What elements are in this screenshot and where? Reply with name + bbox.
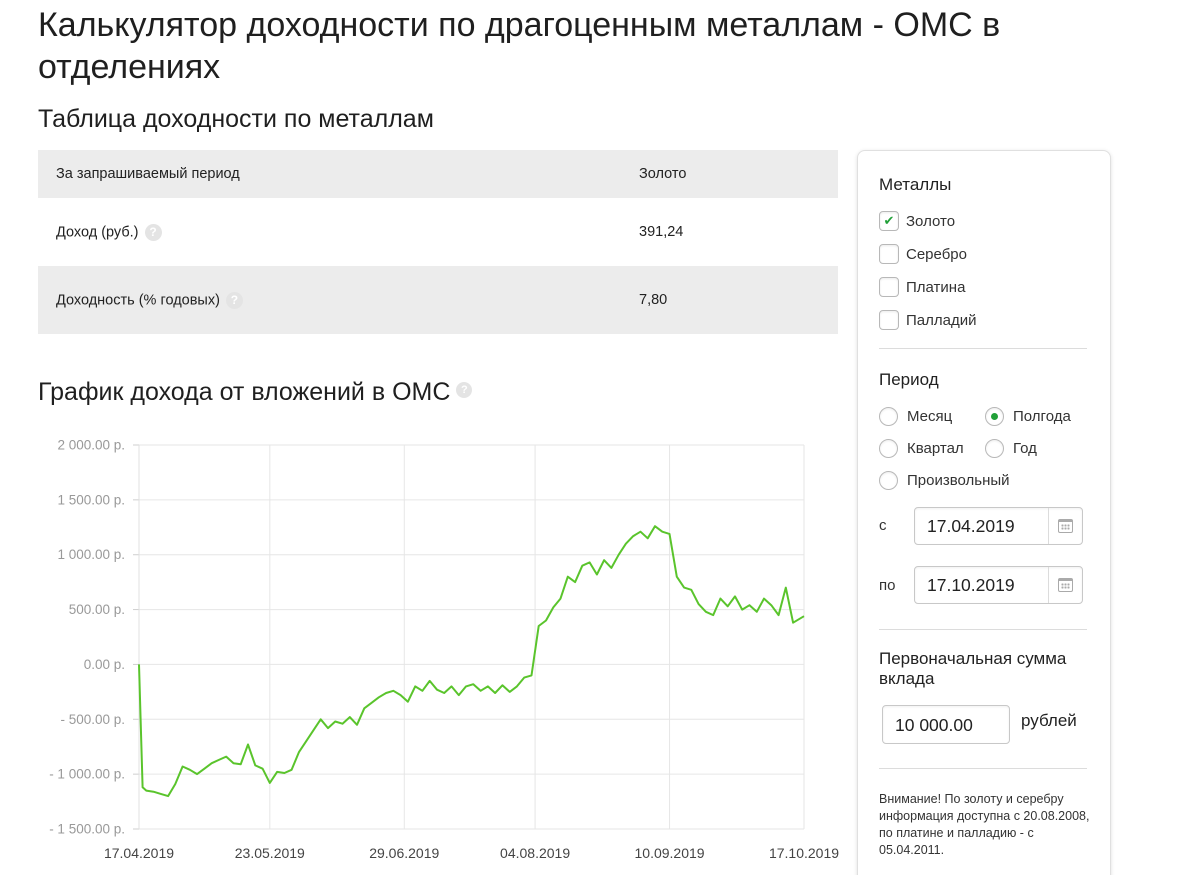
page-title: Калькулятор доходности по драгоценным ме… [38, 6, 1001, 86]
metals-title: Металлы [879, 175, 952, 194]
checkbox-platinum[interactable] [879, 277, 899, 297]
chart-title: График дохода от вложений в ОМС? [38, 378, 473, 407]
table-row: Доход (руб.)? 391,24 [38, 198, 838, 266]
date-to-label: по [879, 577, 896, 594]
radio-custom[interactable] [879, 470, 898, 490]
x-tick-label: 17.10.2019 [769, 845, 839, 861]
table-row: Доходность (% годовых)? 7,80 [38, 266, 838, 334]
yield-table-header-row: За запрашиваемый период Золото [38, 150, 838, 198]
divider [879, 348, 1087, 349]
table-row-label: Доходность (% годовых)? [38, 266, 621, 334]
help-icon[interactable]: ? [225, 291, 243, 309]
series-line [138, 525, 805, 798]
date-to-value: 17.10.2019 [927, 575, 1015, 595]
yield-table-header-period: За запрашиваемый период [38, 150, 621, 198]
x-tick-label: 23.05.2019 [235, 845, 305, 861]
metal-label: Серебро [906, 245, 967, 263]
amount-unit: рублей [1021, 711, 1077, 730]
yield-table: За запрашиваемый период Золото Доход (ру… [38, 150, 838, 334]
checkbox-gold[interactable]: ✔ [879, 211, 899, 231]
metal-label: Золото [906, 212, 956, 230]
amount-title: Первоначальная сумма вклада [879, 649, 1067, 688]
period-label: Месяц [907, 407, 953, 425]
period-option-month[interactable]: Месяц [879, 406, 952, 426]
y-tick-label: 1 500.00 р. [57, 492, 125, 507]
help-icon[interactable]: ? [144, 223, 162, 241]
period-option-half-year[interactable]: Полгода [985, 406, 1071, 426]
period-label: Полгода [1013, 407, 1071, 425]
divider [879, 768, 1087, 769]
date-from-field[interactable]: 17.04.2019 [914, 507, 1083, 545]
yield-table-title: Таблица доходности по металлам [38, 105, 434, 133]
y-tick-label: 2 000.00 р. [57, 438, 125, 453]
amount-value: 10 000.00 [895, 715, 973, 735]
period-label: Год [1013, 439, 1037, 457]
checkmark-icon: ✔ [883, 213, 895, 228]
table-row-label: Доход (руб.)? [38, 198, 621, 266]
income-label: Доход (руб.) [56, 223, 139, 240]
period-option-quarter[interactable]: Квартал [879, 438, 964, 458]
calculator-panel: Металлы ✔ Золото Серебро Платина Паллади… [857, 150, 1111, 875]
yield-value: 7,80 [621, 266, 838, 334]
y-tick-label: 1 000.00 р. [57, 547, 125, 562]
calendar-icon [1058, 578, 1073, 592]
radio-half-year[interactable] [985, 406, 1004, 426]
calendar-icon [1058, 519, 1073, 533]
chart-title-text: График дохода от вложений в ОМС [38, 378, 451, 406]
amount-input[interactable]: 10 000.00 [882, 705, 1010, 744]
y-tick-label: 500.00 р. [69, 602, 125, 617]
y-tick-label: - 1 500.00 р. [49, 822, 125, 837]
metal-option-gold[interactable]: ✔ Золото [879, 211, 955, 231]
yield-label: Доходность (% годовых) [56, 291, 220, 308]
radio-month[interactable] [879, 406, 898, 426]
x-tick-label: 29.06.2019 [369, 845, 439, 861]
checkbox-silver[interactable] [879, 244, 899, 264]
income-value: 391,24 [621, 198, 838, 266]
metal-label: Платина [906, 278, 966, 296]
metal-label: Палладий [906, 311, 977, 329]
x-tick-label: 04.08.2019 [500, 845, 570, 861]
availability-notice: Внимание! По золоту и серебру информация… [879, 792, 1090, 857]
divider [879, 629, 1087, 630]
radio-quarter[interactable] [879, 438, 898, 458]
radio-year[interactable] [985, 438, 1004, 458]
period-option-custom[interactable]: Произвольный [879, 470, 1010, 490]
checkbox-palladium[interactable] [879, 310, 899, 330]
date-from-label: с [879, 517, 887, 534]
period-label: Произвольный [907, 471, 1010, 489]
y-tick-label: 0.00 р. [84, 657, 125, 672]
radio-selected-dot [991, 412, 998, 420]
period-title: Период [879, 370, 939, 389]
date-to-calendar-button[interactable] [1048, 567, 1082, 603]
x-tick-label: 17.04.2019 [104, 845, 174, 861]
date-to-field[interactable]: 17.10.2019 [914, 566, 1083, 604]
y-tick-label: - 500.00 р. [60, 712, 125, 727]
income-chart: 2 000.00 р. 1 500.00 р. 1 000.00 р. 500.00 … [49, 438, 839, 862]
yield-table-header-metal: Золото [621, 150, 838, 198]
period-option-year[interactable]: Год [985, 438, 1037, 458]
metal-option-platinum[interactable]: Платина [879, 277, 965, 297]
x-tick-label: 10.09.2019 [635, 845, 705, 861]
help-icon[interactable]: ? [456, 382, 473, 398]
metal-option-silver[interactable]: Серебро [879, 244, 967, 264]
metal-option-palladium[interactable]: Палладий [879, 310, 976, 330]
date-from-value: 17.04.2019 [927, 516, 1015, 536]
period-label: Квартал [907, 439, 964, 457]
y-tick-label: - 1 000.00 р. [49, 767, 125, 782]
date-from-calendar-button[interactable] [1048, 508, 1082, 544]
